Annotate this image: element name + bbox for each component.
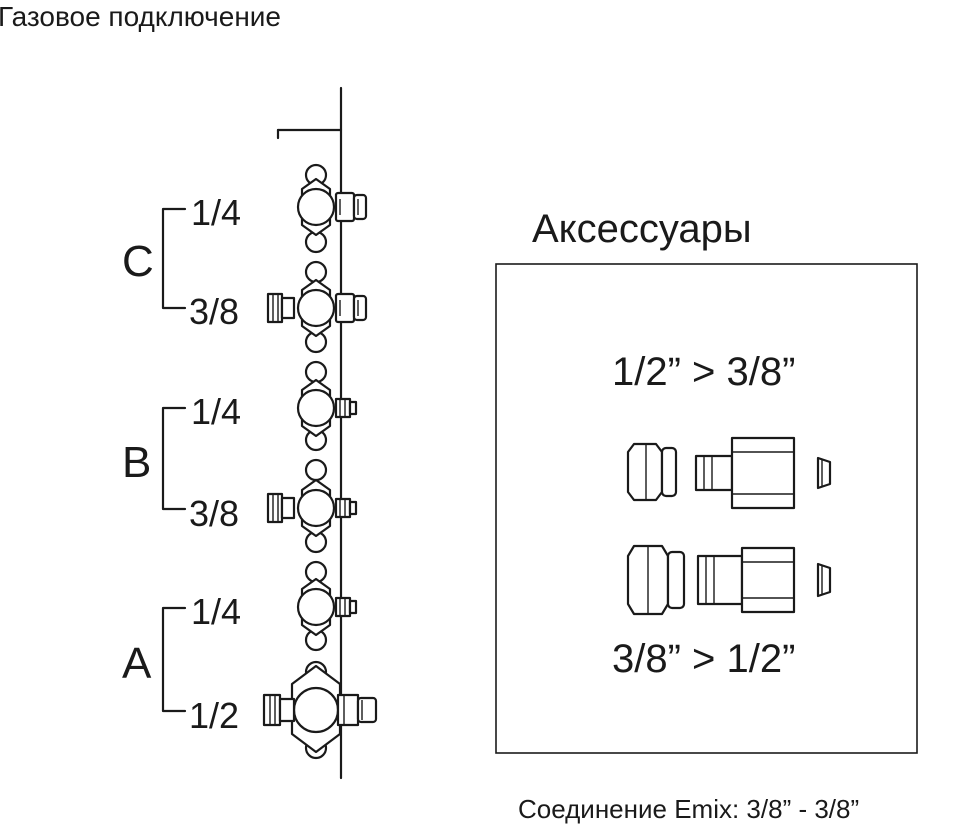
adapter-label-top: 1/2” > 3/8” xyxy=(612,350,795,394)
footer-note: Соединение Emix: 3/8” - 3/8” xyxy=(518,794,859,824)
group-letter-a: A xyxy=(122,639,152,688)
adapter-half-to-three-eighths xyxy=(626,436,832,510)
group-letter-b: B xyxy=(122,438,151,487)
size-label-c-lower: 3/8 xyxy=(189,291,239,332)
valve-c-quarter xyxy=(296,177,368,237)
accessories-heading: Аксессуары xyxy=(532,207,752,251)
valve-a-quarter xyxy=(296,577,358,637)
adapter-label-bottom: 3/8” > 1/2” xyxy=(612,637,795,681)
valve-c-three-eighths xyxy=(266,278,368,338)
size-label-a-upper: 1/4 xyxy=(191,591,241,632)
valve-b-three-eighths xyxy=(266,478,358,538)
group-b: B 1/4 3/8 xyxy=(122,391,241,534)
bracket-c xyxy=(161,207,187,310)
size-label-c-upper: 1/4 xyxy=(191,192,241,233)
size-label-a-lower: 1/2 xyxy=(189,695,239,736)
valve-a-half xyxy=(262,664,378,754)
group-letter-c: C xyxy=(122,237,154,286)
page-title: Газовое подключение xyxy=(0,1,281,32)
size-label-b-lower: 3/8 xyxy=(189,493,239,534)
accessories-box xyxy=(495,263,918,754)
valve-b-quarter xyxy=(296,378,358,438)
group-c: C 1/4 3/8 xyxy=(122,192,241,332)
manifold-diagram xyxy=(262,86,378,780)
size-label-b-upper: 1/4 xyxy=(191,391,241,432)
bracket-a xyxy=(161,606,187,713)
bracket-b xyxy=(161,406,187,511)
group-a: A 1/4 1/2 xyxy=(122,591,241,736)
adapter-three-eighths-to-half xyxy=(626,544,832,616)
